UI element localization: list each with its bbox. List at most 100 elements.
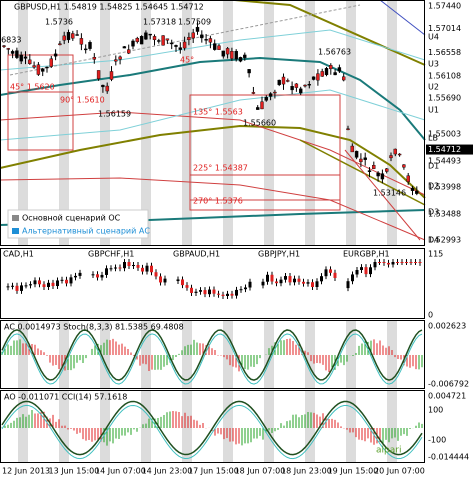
- candle-body: [286, 80, 290, 82]
- mini-body: [288, 276, 292, 283]
- channel-line: [9, 4, 361, 76]
- label: 0.002623: [428, 322, 466, 331]
- candle-body: [316, 73, 320, 81]
- gann-box: [189, 94, 341, 211]
- candle-body: [10, 51, 15, 54]
- label: 20 Jun 07:00: [374, 467, 425, 476]
- mini-body: [118, 267, 122, 269]
- candle-body: [372, 165, 376, 169]
- mini-body: [190, 287, 193, 293]
- label: D2: [428, 182, 439, 191]
- candle-body: [105, 85, 109, 92]
- candle-body: [225, 48, 230, 55]
- candle-body: [346, 128, 350, 130]
- candle-body: [92, 56, 97, 60]
- label: 1.54712: [428, 145, 461, 154]
- stripe: [305, 1, 315, 245]
- stripe: [305, 321, 315, 388]
- candle-body: [23, 56, 28, 59]
- mini-body: [51, 282, 55, 287]
- mini-body: [369, 267, 372, 275]
- stripe: [346, 391, 356, 462]
- stripe: [346, 1, 356, 245]
- label: -0.014444: [428, 453, 469, 462]
- label: 19 Jun 15:00: [328, 467, 379, 476]
- mini-body: [302, 281, 305, 284]
- candle-body: [131, 40, 135, 47]
- ma-line: [0, 124, 426, 199]
- label: 1.57014: [428, 24, 461, 33]
- panel-frame: [0, 248, 425, 319]
- candle-body: [204, 39, 208, 41]
- mini-body: [20, 285, 23, 291]
- mini-body: [60, 279, 64, 281]
- label: 14 Jun 23:00: [142, 467, 193, 476]
- candle-body: [303, 84, 307, 87]
- label: 13 Jun 15:00: [49, 467, 100, 476]
- mini-body: [396, 262, 399, 263]
- label: U1: [428, 106, 439, 115]
- candle-body: [359, 158, 363, 163]
- label: 1.56108: [428, 72, 461, 81]
- band-line: [0, 89, 426, 141]
- channel-line: [344, 149, 421, 241]
- mini-body: [391, 262, 395, 265]
- label: alpari: [376, 446, 401, 456]
- candle-body: [329, 65, 333, 70]
- mini-body: [364, 267, 368, 275]
- candle-body: [79, 38, 84, 45]
- label: EURGBP,H1: [343, 250, 390, 259]
- label: 1.56159: [98, 110, 131, 119]
- label: 1.53998: [428, 183, 461, 192]
- mini-body: [203, 290, 207, 295]
- stripe: [59, 321, 69, 388]
- mini-body: [208, 289, 211, 295]
- stripe: [387, 1, 397, 245]
- mini-body: [387, 262, 390, 265]
- mini-body: [378, 262, 381, 263]
- mini-body: [181, 279, 184, 286]
- candle-body: [367, 170, 372, 172]
- ma-line: [223, 0, 426, 66]
- candle-body: [350, 145, 354, 153]
- legend-icon: [12, 228, 19, 234]
- candle-body: [277, 79, 281, 85]
- mini-body: [127, 262, 131, 267]
- mini-body: [114, 267, 117, 269]
- mini-body: [109, 268, 113, 270]
- mini-body: [136, 265, 140, 268]
- frames: [0, 0, 425, 463]
- mini-body: [100, 274, 104, 278]
- candle-body: [264, 97, 268, 101]
- candle-body: [256, 107, 260, 110]
- candle-body: [324, 68, 329, 76]
- label: D1: [428, 162, 439, 171]
- candle-body: [122, 46, 127, 49]
- stripe: [100, 321, 110, 388]
- candle-body: [191, 32, 195, 39]
- candle-body: [19, 54, 23, 62]
- osc-line: [1, 329, 423, 381]
- mini-body: [96, 274, 99, 278]
- label: 0: [428, 311, 433, 320]
- mini-body: [154, 272, 158, 277]
- label: 0.004721: [428, 392, 466, 401]
- gann-box: [7, 54, 74, 151]
- stripe: [264, 1, 274, 245]
- band-line: [0, 29, 426, 71]
- mini-body: [163, 278, 167, 283]
- mini-body: [409, 262, 413, 263]
- candle-body: [290, 86, 294, 91]
- panel-frame: [0, 320, 425, 389]
- candles: [2, 21, 419, 196]
- mini-body: [15, 285, 19, 291]
- candle-body: [32, 65, 36, 68]
- label: U4: [428, 33, 439, 42]
- mini-body: [91, 274, 95, 276]
- mini-body: [279, 279, 283, 284]
- mini-body: [360, 267, 363, 271]
- candle-body: [311, 76, 316, 80]
- mini-body: [74, 275, 77, 278]
- candle-body: [187, 37, 191, 40]
- label: 14 Jun 07:00: [95, 467, 146, 476]
